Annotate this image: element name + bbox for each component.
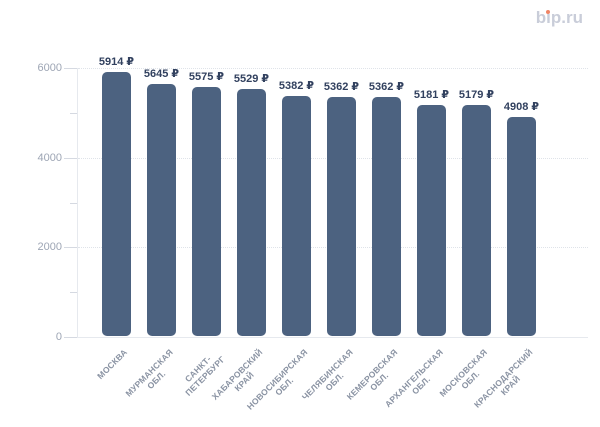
- bar[interactable]: [327, 97, 356, 336]
- bar[interactable]: [147, 84, 176, 336]
- bar-value-label: 5181 ₽: [413, 89, 450, 101]
- bar[interactable]: [507, 117, 536, 336]
- y-axis-major-tick: [64, 68, 77, 69]
- bar-value-label: 5362 ₽: [368, 81, 405, 93]
- gridline: [78, 68, 588, 69]
- y-axis-minor-tick: [70, 202, 77, 204]
- y-axis-major-tick: [64, 337, 77, 338]
- bar-value-label: 5529 ₽: [233, 73, 270, 85]
- bar[interactable]: [417, 105, 446, 336]
- y-axis-major-tick: [64, 247, 77, 249]
- y-tick-label: 6000: [37, 62, 62, 74]
- bar-value-label: 5382 ₽: [278, 80, 315, 92]
- y-tick-label: 4000: [37, 151, 62, 164]
- y-axis-major-tick: [64, 157, 77, 159]
- bar-value-label: 5179 ₽: [458, 89, 495, 101]
- bar[interactable]: [462, 105, 491, 336]
- y-axis-line: [77, 68, 78, 337]
- y-tick-label: 0: [55, 331, 62, 343]
- bar-value-label: 5362 ₽: [323, 81, 360, 93]
- x-axis-line: [77, 337, 588, 338]
- x-axis-category-label: МОСКВА: [95, 347, 130, 381]
- bar[interactable]: [102, 72, 131, 336]
- bar-value-label: 4908 ₽: [503, 101, 540, 113]
- x-axis-category-label: МУРМАНСКАЯ ОБЛ.: [123, 347, 175, 399]
- bar[interactable]: [372, 97, 401, 336]
- bip-logo-orange-dot-icon: [545, 9, 550, 14]
- bar-value-label: 5645 ₽: [143, 68, 180, 80]
- bar[interactable]: [237, 89, 266, 336]
- bar-value-label: 5914 ₽: [98, 56, 135, 68]
- y-axis-minor-tick: [70, 112, 77, 114]
- bar[interactable]: [282, 96, 311, 336]
- bar[interactable]: [192, 87, 221, 336]
- bip-logo-text: bip.ru: [535, 8, 583, 27]
- y-tick-label: 2000: [37, 241, 62, 254]
- bip-logo[interactable]: bip.ru: [536, 8, 583, 28]
- y-axis-minor-tick: [70, 292, 77, 294]
- bar-value-label: 5575 ₽: [188, 71, 225, 83]
